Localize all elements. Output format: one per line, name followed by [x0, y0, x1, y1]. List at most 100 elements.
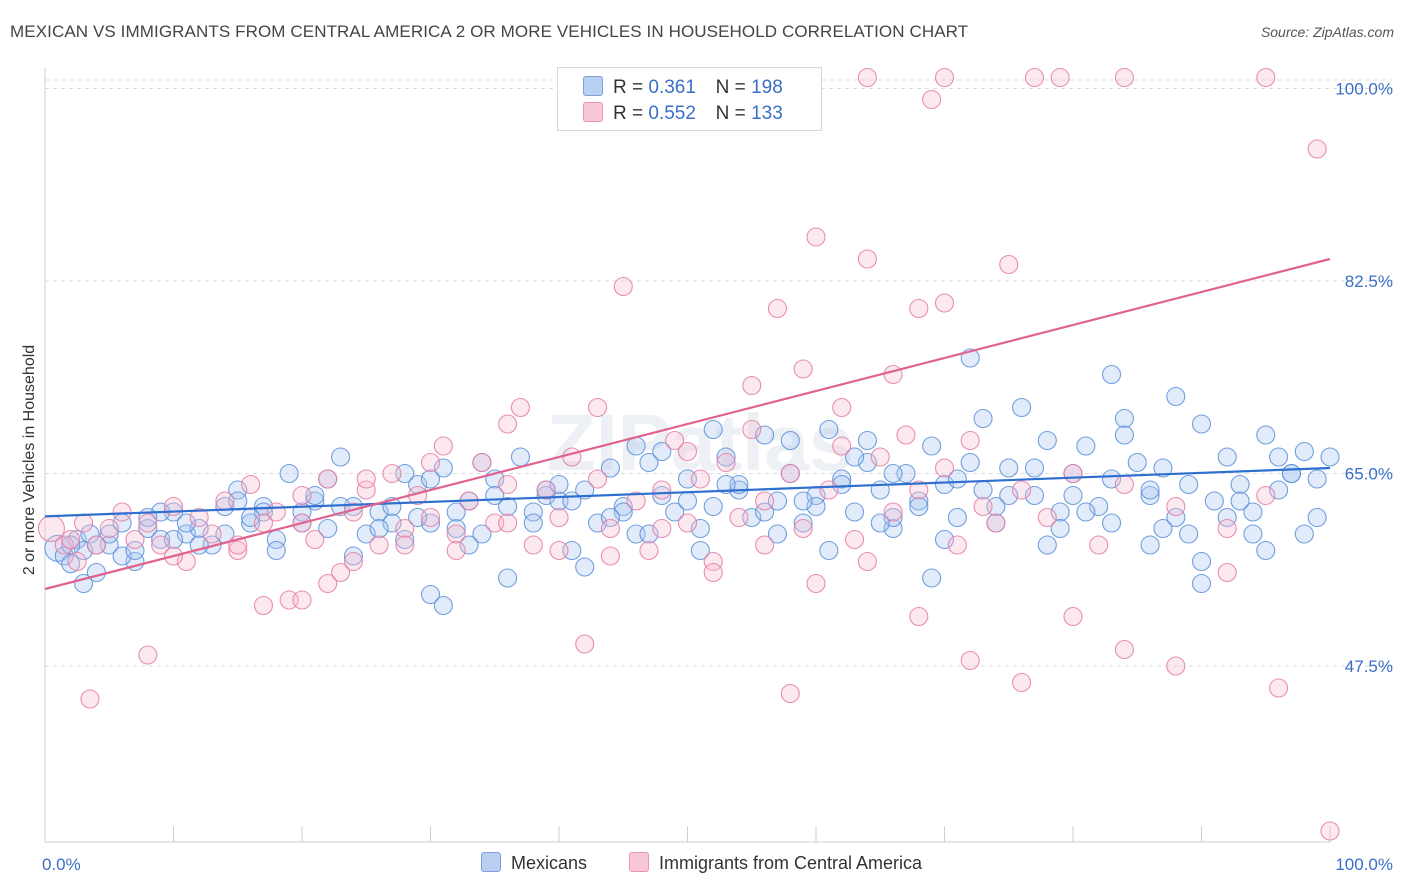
- data-point-mexicans: [472, 524, 492, 544]
- data-point-central-america: [1217, 518, 1237, 539]
- data-point-central-america: [922, 89, 942, 110]
- data-point-mexicans: [112, 546, 132, 566]
- data-point-central-america: [960, 650, 980, 671]
- data-point-mexicans: [639, 452, 659, 473]
- data-point-central-america: [433, 436, 453, 456]
- data-point-mexicans: [1217, 447, 1237, 467]
- data-point-central-america: [780, 683, 800, 704]
- data-point-central-america: [909, 606, 929, 627]
- data-point-central-america: [305, 529, 325, 550]
- data-point-central-america: [472, 452, 492, 473]
- chart-title: MEXICAN VS IMMIGRANTS FROM CENTRAL AMERI…: [10, 22, 969, 41]
- data-point-mexicans: [999, 485, 1019, 506]
- data-point-mexicans: [690, 540, 710, 561]
- data-point-mexicans: [973, 480, 993, 500]
- data-point-central-america: [369, 535, 389, 555]
- data-point-mexicans: [639, 524, 659, 544]
- data-point-central-america: [1037, 507, 1057, 528]
- data-point-mexicans: [1243, 524, 1263, 544]
- data-point-mexicans: [138, 518, 158, 539]
- data-point-central-america: [498, 414, 518, 434]
- data-point-central-america: [1012, 672, 1032, 693]
- data-point-mexicans: [883, 463, 903, 484]
- data-point-mexicans: [806, 496, 826, 517]
- data-point-central-america: [729, 507, 749, 528]
- trend-line-central-america: [44, 257, 1331, 591]
- data-point-central-america: [870, 447, 890, 467]
- n-label: N =: [715, 103, 746, 124]
- r-value-mexicans: 0.361: [648, 77, 696, 98]
- data-point-mexicans: [1307, 469, 1327, 489]
- data-point-mexicans: [61, 535, 81, 555]
- data-point-central-america: [909, 480, 929, 500]
- data-point-mexicans: [74, 540, 94, 561]
- data-point-mexicans: [1102, 364, 1122, 385]
- legend-item-mexicans: Mexicans: [481, 852, 587, 874]
- data-point-central-america: [909, 298, 929, 319]
- data-point-central-america: [99, 518, 119, 539]
- data-point-mexicans: [1063, 485, 1083, 506]
- data-point-central-america: [74, 513, 94, 533]
- data-point-central-america: [228, 540, 248, 561]
- data-point-central-america: [703, 551, 723, 572]
- stats-legend-row-central-america: R = 0.552 N = 133: [583, 102, 783, 126]
- data-point-mexicans: [703, 419, 723, 440]
- data-point-central-america: [844, 529, 865, 550]
- data-point-central-america: [677, 513, 698, 533]
- data-point-mexicans: [510, 447, 531, 467]
- data-point-central-america: [652, 518, 672, 539]
- data-point-central-america: [1307, 139, 1327, 159]
- data-point-mexicans: [1140, 480, 1160, 500]
- data-point-mexicans: [228, 480, 248, 500]
- data-point-central-america: [395, 518, 415, 539]
- legend-swatch-central-america: [629, 852, 649, 872]
- data-point-mexicans: [600, 507, 620, 528]
- data-point-mexicans: [844, 447, 865, 467]
- data-point-central-america: [1217, 562, 1237, 583]
- data-point-central-america: [420, 507, 441, 528]
- data-point-mexicans: [446, 502, 466, 522]
- data-point-central-america: [587, 469, 608, 489]
- data-point-central-america: [1063, 463, 1083, 484]
- data-point-central-america: [356, 480, 376, 500]
- data-point-mexicans: [1191, 551, 1212, 572]
- central-america-swatch: [583, 102, 603, 122]
- data-point-mexicans: [176, 513, 196, 533]
- data-point-mexicans: [523, 502, 543, 522]
- data-point-central-america: [189, 507, 209, 528]
- data-point-mexicans: [755, 502, 775, 522]
- data-point-mexicans: [99, 524, 119, 544]
- y-tick-label: 47.5%: [1345, 657, 1393, 676]
- data-point-mexicans: [1307, 507, 1327, 528]
- data-point-central-america: [318, 469, 338, 489]
- data-point-central-america: [832, 397, 852, 418]
- data-point-mexicans: [1076, 436, 1096, 456]
- data-point-mexicans: [54, 546, 74, 566]
- data-point-mexicans: [703, 496, 723, 517]
- data-point-mexicans: [857, 430, 877, 451]
- data-point-mexicans: [755, 425, 775, 445]
- data-point-mexicans: [1230, 474, 1250, 495]
- data-point-central-america: [742, 375, 762, 396]
- watermark: ZIPatlas: [547, 398, 854, 487]
- data-point-mexicans: [343, 546, 363, 566]
- data-point-central-america: [1012, 480, 1032, 500]
- data-point-mexicans: [870, 513, 890, 533]
- data-point-central-america: [677, 441, 698, 462]
- data-point-central-america: [395, 535, 415, 555]
- data-point-central-america: [330, 562, 351, 583]
- data-point-mexicans: [549, 474, 569, 495]
- data-point-central-america: [947, 535, 967, 555]
- data-point-central-america: [690, 469, 710, 489]
- data-point-mexicans: [1102, 513, 1122, 533]
- data-point-central-america: [806, 227, 826, 247]
- data-point-mexicans: [1179, 474, 1199, 495]
- data-point-mexicans: [973, 408, 993, 429]
- data-point-mexicans: [922, 436, 942, 456]
- data-point-central-america: [1063, 606, 1083, 627]
- data-point-central-america: [793, 359, 813, 379]
- data-point-mexicans: [1191, 414, 1212, 434]
- data-point-central-america: [356, 469, 376, 489]
- legend-item-central-america: Immigrants from Central America: [629, 852, 922, 874]
- data-point-mexicans: [1166, 507, 1186, 528]
